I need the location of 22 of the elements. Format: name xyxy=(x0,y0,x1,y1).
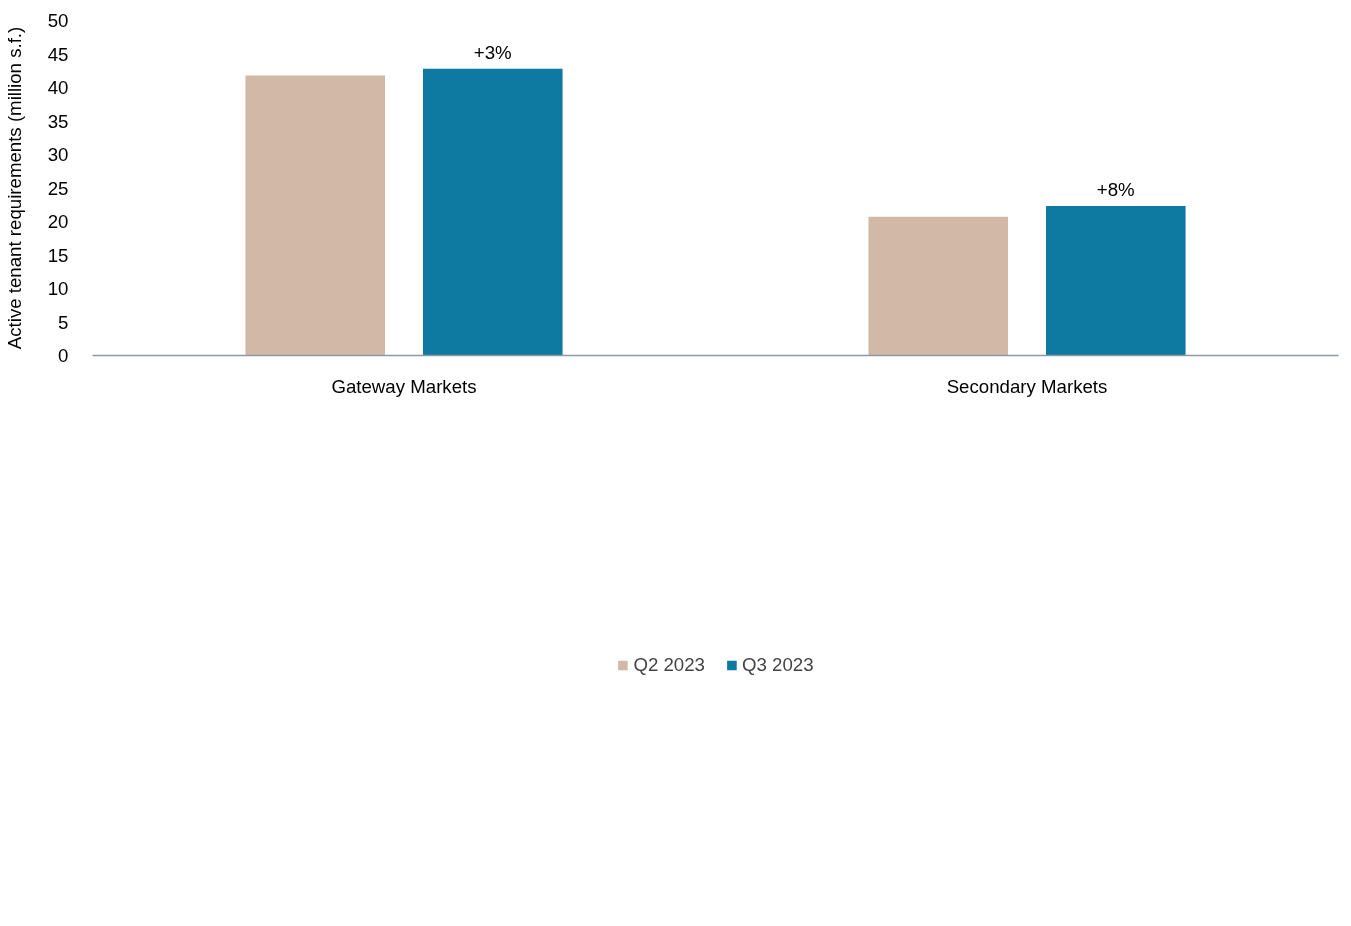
y-tick-label: 35 xyxy=(47,110,69,132)
y-tick-label: 40 xyxy=(47,77,69,98)
bar xyxy=(423,68,563,356)
annotation: +3% xyxy=(473,41,512,63)
y-tick-label: 5 xyxy=(58,311,69,333)
legend-label: Q3 2023 xyxy=(742,654,814,676)
y-tick-label: 10 xyxy=(47,278,69,299)
x-tick-label: Secondary Markets xyxy=(946,375,1108,397)
bar xyxy=(868,216,1008,356)
x-tick-label: Gateway Markets xyxy=(331,375,477,397)
annotation: +8% xyxy=(1096,179,1135,201)
bar xyxy=(1046,206,1186,356)
y-tick-label: 45 xyxy=(47,43,69,65)
legend-label: Q2 2023 xyxy=(633,654,705,676)
y-tick-label: 50 xyxy=(47,10,69,31)
y-tick-label: 0 xyxy=(58,345,69,366)
y-tick-label: 20 xyxy=(47,211,69,232)
y-axis-title: Active tenant requirements (million s.f.) xyxy=(3,26,25,350)
y-tick-label: 30 xyxy=(47,144,69,165)
bar xyxy=(245,75,385,356)
y-tick-label: 25 xyxy=(47,177,69,199)
y-tick-label: 15 xyxy=(47,244,69,266)
